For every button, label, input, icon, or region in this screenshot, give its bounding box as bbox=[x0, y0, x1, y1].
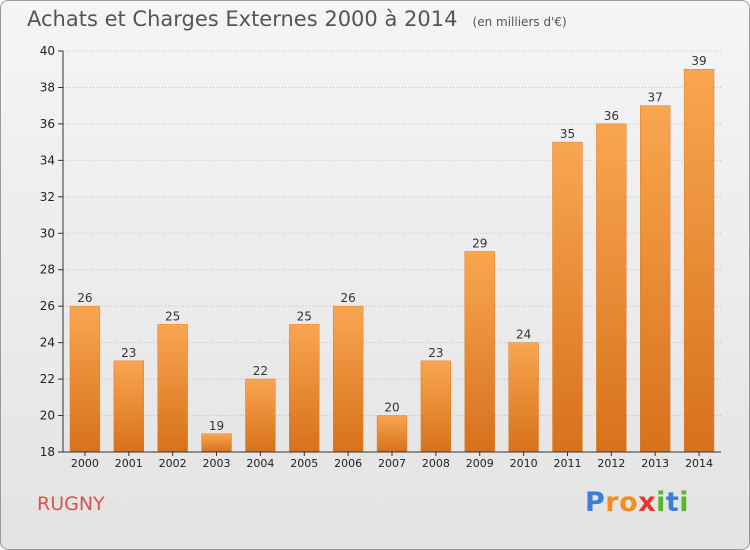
data-label-2002: 25 bbox=[165, 309, 180, 323]
bar-2014 bbox=[683, 68, 715, 453]
bar-2003 bbox=[201, 433, 232, 453]
bar-2000 bbox=[69, 305, 101, 453]
data-label-2001: 23 bbox=[121, 346, 136, 360]
y-tick-label: 36 bbox=[40, 117, 55, 131]
y-tick-label: 24 bbox=[40, 336, 55, 350]
axes: 18 20 22 24 26 28 30 32 34 36 38 40 2000 2001 2002 2003… bbox=[40, 44, 721, 470]
data-labels: 26 23 25 19 22 25 26 20 23 29 24 35 36 37 39 bbox=[77, 54, 706, 433]
bar-2013 bbox=[640, 105, 671, 453]
logo-letter: i bbox=[679, 487, 690, 518]
bar-2006 bbox=[332, 305, 364, 453]
bar-2004 bbox=[245, 378, 276, 453]
logo-letter: i bbox=[656, 487, 666, 518]
data-label-2014: 39 bbox=[691, 54, 706, 68]
x-tick-label-2007: 2007 bbox=[378, 457, 406, 470]
bar-2008 bbox=[420, 360, 452, 453]
logo-letter: x bbox=[638, 487, 657, 518]
x-tick-label-2011: 2011 bbox=[553, 457, 581, 470]
data-label-2008: 23 bbox=[428, 346, 443, 360]
x-tick-label-2004: 2004 bbox=[246, 457, 274, 470]
bars bbox=[69, 68, 715, 453]
y-tick-label: 18 bbox=[40, 445, 55, 459]
bar-2010 bbox=[508, 342, 539, 453]
x-tick-label-2000: 2000 bbox=[71, 457, 99, 470]
chart-unit: (en milliers d'€) bbox=[472, 15, 567, 29]
data-label-2000: 26 bbox=[77, 291, 92, 305]
data-label-2007: 20 bbox=[384, 401, 399, 415]
data-label-2004: 22 bbox=[253, 364, 268, 378]
data-label-2005: 25 bbox=[297, 309, 312, 323]
bar-2011 bbox=[552, 141, 583, 453]
data-label-2003: 19 bbox=[209, 419, 224, 433]
bar-2009 bbox=[464, 251, 495, 453]
logo-letter: r bbox=[605, 487, 620, 518]
place-name: RUGNY bbox=[37, 493, 105, 515]
x-tick-label-2003: 2003 bbox=[203, 457, 231, 470]
logo-letter: P bbox=[585, 487, 606, 518]
data-label-2011: 35 bbox=[560, 127, 575, 141]
x-tick-label-2013: 2013 bbox=[641, 457, 669, 470]
y-tick-label: 20 bbox=[40, 409, 55, 423]
y-tick-label: 30 bbox=[40, 226, 55, 240]
y-tick-label: 34 bbox=[40, 153, 55, 167]
bar-2002 bbox=[157, 324, 188, 453]
data-label-2010: 24 bbox=[516, 328, 531, 342]
data-label-2009: 29 bbox=[472, 237, 487, 251]
proxiti-logo[interactable]: Proxiti bbox=[585, 487, 689, 518]
x-tick-label-2010: 2010 bbox=[510, 457, 538, 470]
x-tick-label-2001: 2001 bbox=[115, 457, 143, 470]
x-tick-label-2008: 2008 bbox=[422, 457, 450, 470]
logo-letter: t bbox=[665, 487, 680, 518]
x-tick-label-2012: 2012 bbox=[597, 457, 625, 470]
x-tick-label-2005: 2005 bbox=[290, 457, 318, 470]
data-label-2006: 26 bbox=[340, 291, 355, 305]
y-tick-label: 22 bbox=[40, 372, 55, 386]
y-tick-label: 32 bbox=[40, 190, 55, 204]
bar-2007 bbox=[376, 415, 408, 453]
data-label-2013: 37 bbox=[648, 91, 663, 105]
y-tick-label: 26 bbox=[40, 299, 55, 313]
title-row: Achats et Charges Externes 2000 à 2014 (… bbox=[27, 7, 567, 31]
logo-letter: o bbox=[619, 487, 639, 518]
data-label-2012: 36 bbox=[604, 109, 619, 123]
x-tick-label-2014: 2014 bbox=[685, 457, 713, 470]
y-tick-label: 38 bbox=[40, 80, 55, 94]
x-tick-label-2002: 2002 bbox=[159, 457, 187, 470]
x-tick-label-2009: 2009 bbox=[466, 457, 494, 470]
x-tick-label-2006: 2006 bbox=[334, 457, 362, 470]
y-tick-label: 28 bbox=[40, 263, 55, 277]
chart-title: Achats et Charges Externes 2000 à 2014 bbox=[27, 7, 458, 31]
bar-2012 bbox=[596, 123, 627, 453]
y-tick-label: 40 bbox=[40, 44, 55, 58]
bar-2005 bbox=[289, 324, 320, 453]
bar-2001 bbox=[113, 360, 144, 453]
